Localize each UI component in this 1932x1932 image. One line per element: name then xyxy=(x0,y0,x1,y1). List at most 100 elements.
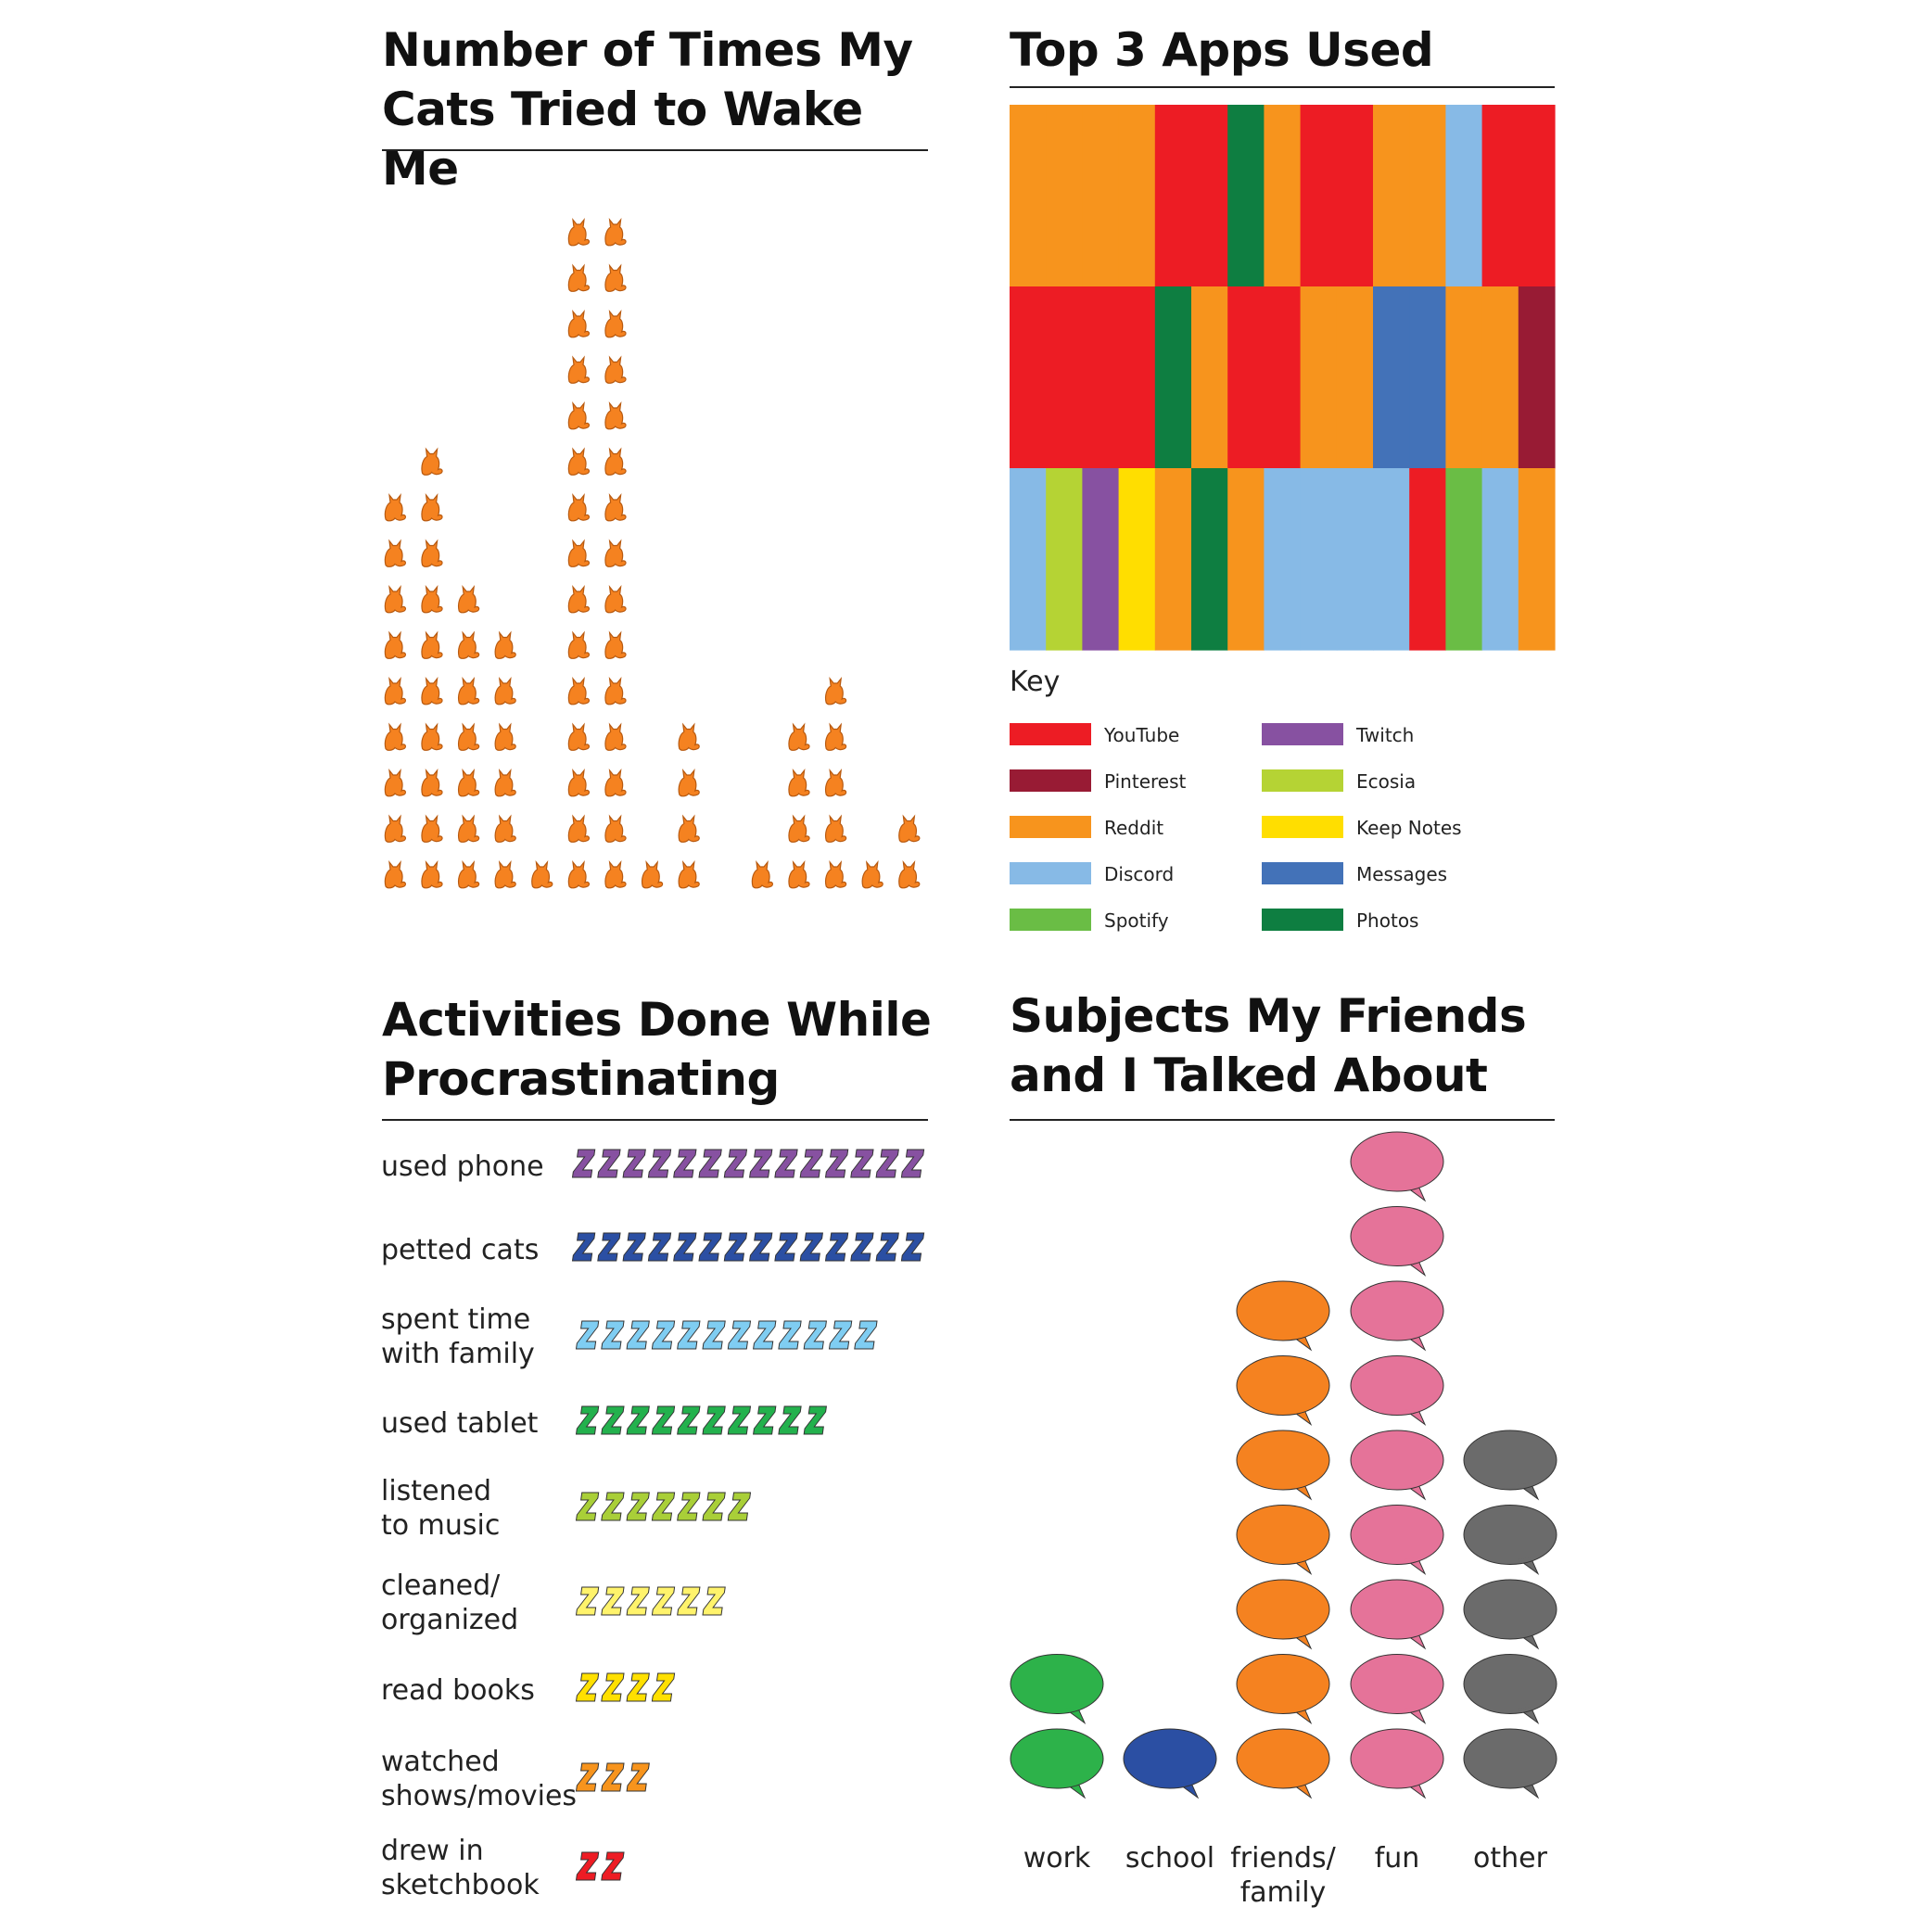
z-icon xyxy=(622,1232,646,1262)
cat-icon xyxy=(567,584,591,614)
heatmap-cell-youtube xyxy=(1409,468,1446,651)
speech-bubble-icon xyxy=(1010,1654,1104,1725)
cat-bar-11 xyxy=(751,859,774,889)
cat-icon xyxy=(788,722,810,751)
cat-icon xyxy=(384,584,407,614)
legend-label: YouTube xyxy=(1103,724,1179,746)
heatmap-cell-youtube xyxy=(1010,286,1047,469)
speech-bubble-icon xyxy=(1123,1728,1217,1799)
subjects-pictograph xyxy=(1010,1131,1557,1799)
z-icon xyxy=(626,1586,650,1616)
z-icon xyxy=(677,1586,701,1616)
apps-heatmap xyxy=(1010,105,1556,651)
subject-label: work xyxy=(1023,1842,1091,1875)
cat-icon xyxy=(604,309,627,338)
heatmap-cell-reddit xyxy=(1118,105,1156,287)
z-icon xyxy=(702,1405,726,1435)
cat-icon xyxy=(384,814,407,843)
cat-icon xyxy=(788,768,810,797)
activities-title-rule xyxy=(382,1119,928,1121)
cat-bar-14 xyxy=(861,859,883,889)
speech-bubble-icon xyxy=(1236,1728,1330,1799)
activity-bar-2 xyxy=(571,1232,925,1262)
cats-pictograph xyxy=(384,217,921,889)
legend-label: Spotify xyxy=(1104,909,1169,932)
legend-label: Twitch xyxy=(1355,724,1414,746)
heatmap-cell-youtube xyxy=(1264,286,1302,469)
heatmap-cell-youtube xyxy=(1481,105,1519,287)
heatmap-cell-youtube xyxy=(1336,105,1374,287)
cat-icon xyxy=(567,722,591,751)
z-icon xyxy=(753,1320,777,1350)
cat-icon xyxy=(824,859,847,889)
legend-label: Pinterest xyxy=(1104,770,1187,793)
cat-icon xyxy=(421,447,443,476)
heatmap-cell-keep-notes xyxy=(1118,468,1156,651)
speech-bubble-icon xyxy=(1350,1280,1444,1352)
cat-icon xyxy=(421,630,443,659)
speech-bubble-icon xyxy=(1350,1206,1444,1277)
legend-swatch-ecosia xyxy=(1262,769,1343,792)
cat-icon xyxy=(604,447,627,476)
cat-icon xyxy=(678,814,700,843)
activity-label: cleaned/ organized xyxy=(381,1570,519,1636)
speech-bubble-icon xyxy=(1350,1579,1444,1650)
legend-swatch-pinterest xyxy=(1010,769,1091,792)
z-icon xyxy=(601,1320,625,1350)
activity-label: listened to music xyxy=(381,1475,501,1542)
activities-chart-title: Activities Done While Procrastinating xyxy=(382,993,932,1106)
cat-icon xyxy=(421,859,443,889)
cat-icon xyxy=(824,722,847,751)
cat-bar-5 xyxy=(531,859,553,889)
z-icon xyxy=(677,1405,701,1435)
heatmap-cell-messages xyxy=(1373,286,1410,469)
cat-icon xyxy=(421,722,443,751)
cat-icon xyxy=(604,630,627,659)
cat-icon xyxy=(457,814,480,843)
z-icon xyxy=(571,1149,596,1178)
z-icon xyxy=(673,1149,697,1178)
speech-bubble-icon xyxy=(1463,1654,1557,1725)
cat-icon xyxy=(421,768,443,797)
legend-label: Keep Notes xyxy=(1356,817,1462,839)
heatmap-cell-reddit xyxy=(1191,286,1228,469)
cat-icon xyxy=(824,676,847,705)
speech-bubble-icon xyxy=(1350,1654,1444,1725)
apps-title-rule xyxy=(1010,86,1555,88)
heatmap-cell-pinterest xyxy=(1518,286,1556,469)
z-icon xyxy=(850,1232,874,1262)
activity-label: used phone xyxy=(381,1150,544,1183)
heatmap-cell-reddit xyxy=(1010,105,1047,287)
heatmap-cell-discord xyxy=(1010,468,1047,651)
cat-icon xyxy=(384,630,407,659)
cat-bar-3 xyxy=(457,584,480,889)
cats-title-rule xyxy=(382,149,928,151)
z-icon xyxy=(698,1149,722,1178)
cat-icon xyxy=(457,722,480,751)
cat-icon xyxy=(494,814,516,843)
legend-swatch-photos xyxy=(1262,909,1343,931)
cat-icon xyxy=(384,676,407,705)
cat-icon xyxy=(384,722,407,751)
cat-icon xyxy=(861,859,883,889)
cat-icon xyxy=(421,814,443,843)
z-icon xyxy=(626,1405,650,1435)
subjects-chart-title: Subjects My Friends and I Talked About xyxy=(1010,989,1527,1102)
cat-icon xyxy=(494,768,516,797)
z-icon xyxy=(626,1672,650,1702)
cat-icon xyxy=(604,722,627,751)
cat-icon xyxy=(421,539,443,567)
cat-icon xyxy=(567,539,591,567)
z-icon xyxy=(651,1492,676,1521)
cat-icon xyxy=(604,355,627,384)
z-icon xyxy=(702,1586,726,1616)
heatmap-cell-youtube xyxy=(1154,105,1192,287)
speech-bubble-icon xyxy=(1236,1505,1330,1576)
legend-swatch-discord xyxy=(1010,862,1091,884)
z-icon xyxy=(597,1149,621,1178)
z-icon xyxy=(651,1320,676,1350)
cat-bar-9 xyxy=(678,722,700,889)
bubble-bar-3 xyxy=(1236,1280,1330,1799)
z-icon xyxy=(601,1405,625,1435)
heatmap-cell-reddit xyxy=(1154,468,1192,651)
